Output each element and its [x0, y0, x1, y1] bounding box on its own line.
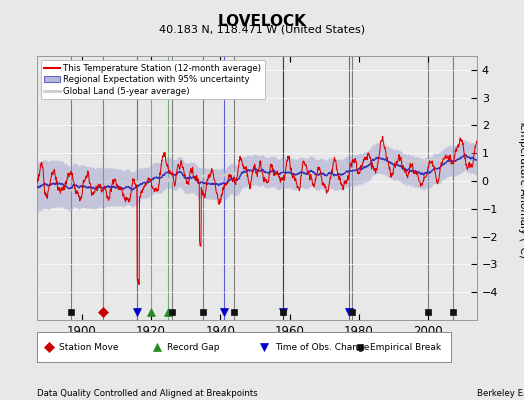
Legend: This Temperature Station (12-month average), Regional Expectation with 95% uncer: This Temperature Station (12-month avera… — [41, 60, 265, 99]
Text: Data Quality Controlled and Aligned at Breakpoints: Data Quality Controlled and Aligned at B… — [37, 389, 257, 398]
Y-axis label: Temperature Anomaly (°C): Temperature Anomaly (°C) — [518, 118, 524, 258]
Text: Record Gap: Record Gap — [167, 342, 220, 352]
Text: Empirical Break: Empirical Break — [370, 342, 441, 352]
Text: LOVELOCK: LOVELOCK — [217, 14, 307, 29]
Text: Time of Obs. Change: Time of Obs. Change — [275, 342, 369, 352]
Text: Berkeley Earth: Berkeley Earth — [477, 389, 524, 398]
Text: Station Move: Station Move — [59, 342, 119, 352]
Text: 40.183 N, 118.471 W (United States): 40.183 N, 118.471 W (United States) — [159, 24, 365, 34]
